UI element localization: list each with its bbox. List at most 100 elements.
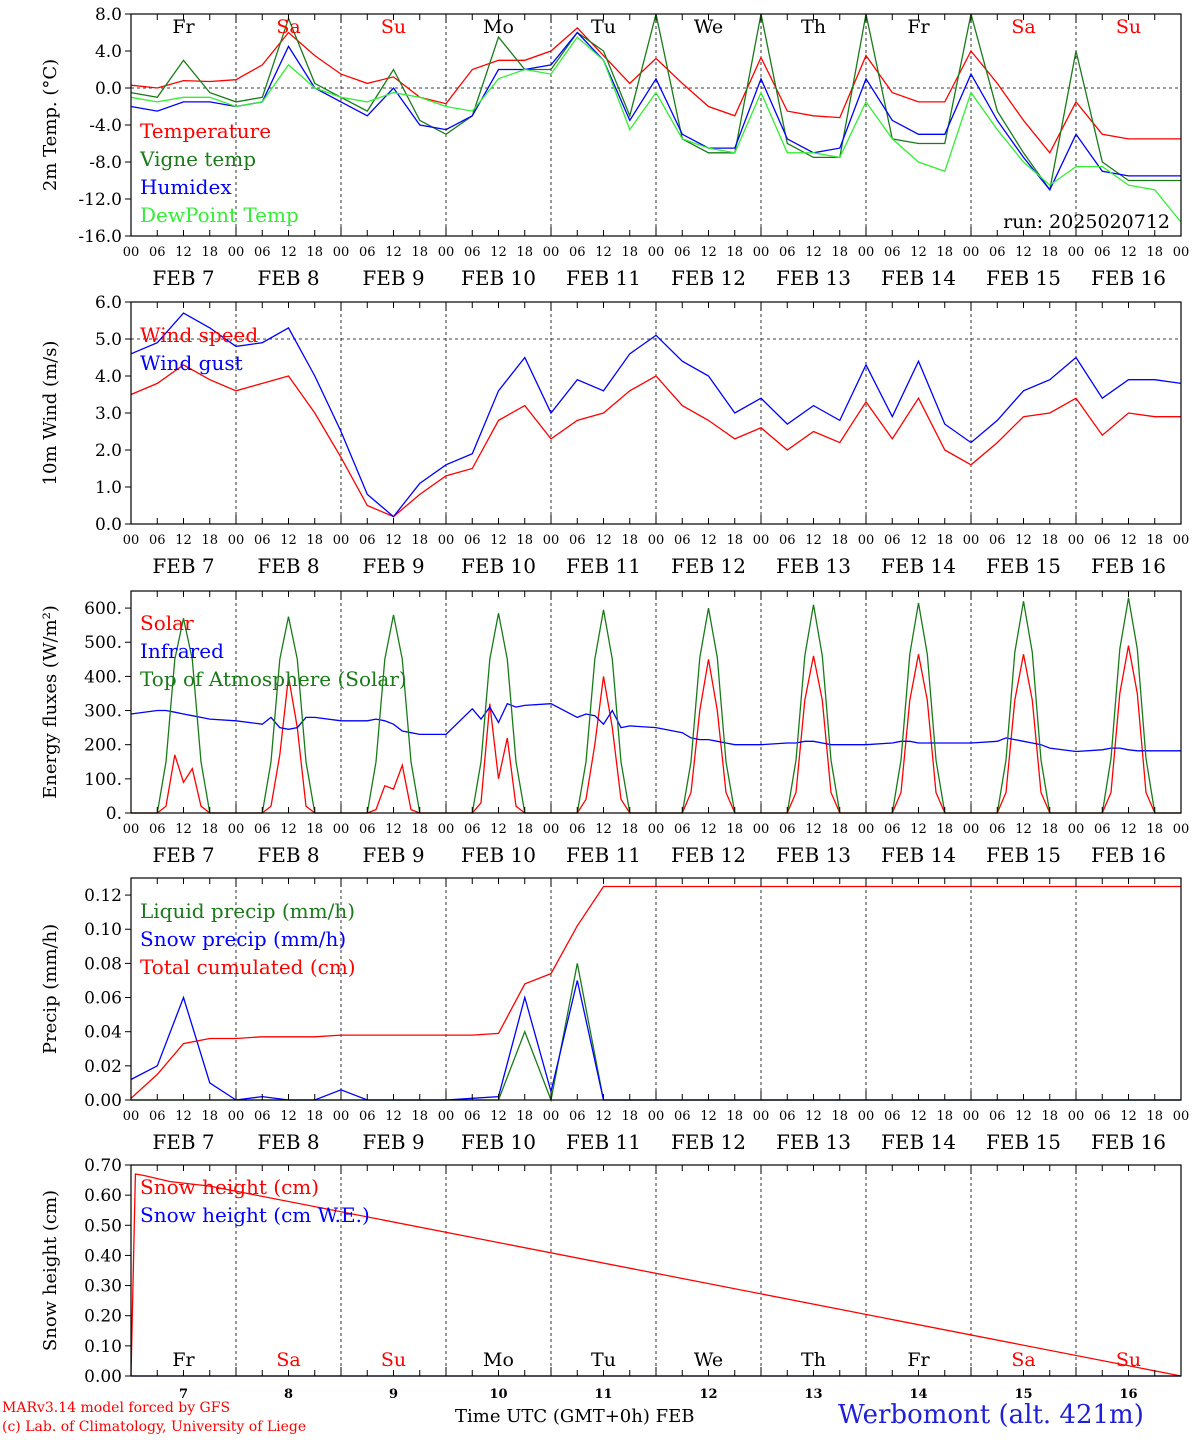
y-tick-label: -4.0	[89, 116, 122, 136]
series-line-2	[130, 702, 1181, 753]
hour-tick-label: 18	[1041, 245, 1058, 260]
hour-tick-label: 12	[700, 533, 717, 548]
date-label: FEB 12	[671, 843, 746, 867]
weekday-label: Fr	[172, 1349, 195, 1371]
hour-tick-label: 00	[963, 533, 980, 548]
hour-tick-label: 12	[910, 245, 927, 260]
panel-2: 6.0 5.0 4.0 3.0 2.0 1.0 0.0 10m Wind (m/s) Wind …	[40, 293, 1189, 578]
hour-tick-label: 18	[1146, 1109, 1163, 1124]
hour-tick-label: 12	[280, 245, 297, 260]
legend-entry: Temperature	[140, 119, 271, 143]
hour-tick-label: 06	[254, 1109, 271, 1124]
hour-tick-label: 06	[1094, 1109, 1111, 1124]
hour-tick-label: 18	[516, 1109, 533, 1124]
hour-tick-label: 00	[1173, 533, 1190, 548]
y-tick-label: 0.20	[84, 1307, 122, 1327]
weekday-label: Su	[381, 16, 406, 38]
hour-tick-label: 00	[1068, 245, 1085, 260]
hour-tick-label: 18	[411, 1109, 428, 1124]
day-number-label: 9	[389, 1387, 398, 1400]
date-label: FEB 11	[566, 554, 641, 578]
y-tick-label: 0.00	[84, 1367, 122, 1387]
hour-tick-label: 12	[805, 822, 822, 837]
date-label: FEB 16	[1091, 554, 1166, 578]
date-label: FEB 8	[257, 266, 319, 290]
hour-tick-label: 00	[1068, 533, 1085, 548]
hour-tick-label: 06	[779, 822, 796, 837]
hour-tick-label: 06	[989, 533, 1006, 548]
date-label: FEB 11	[566, 1130, 641, 1154]
y-tick-label: 4.0	[95, 42, 122, 62]
hour-tick-label: 00	[858, 1109, 875, 1124]
hour-tick-label: 06	[989, 1109, 1006, 1124]
hour-tick-label: 00	[1173, 822, 1190, 837]
y-tick-label: 600.	[84, 599, 122, 619]
weekday-label: Su	[381, 1349, 406, 1371]
y-tick-label: 0.60	[84, 1186, 122, 1206]
hour-tick-label: 12	[700, 1109, 717, 1124]
day-number-label: 14	[909, 1387, 927, 1400]
date-label: FEB 12	[671, 266, 746, 290]
hour-tick-label: 00	[228, 245, 245, 260]
hour-tick-label: 18	[306, 1109, 323, 1124]
y-tick-label: -16.0	[78, 227, 122, 247]
weekday-label: Mo	[483, 1349, 514, 1371]
hour-tick-label: 12	[175, 245, 192, 260]
y-tick-label: 6.0	[95, 293, 122, 313]
model-credit-line: MARv3.14 model forced by GFS	[2, 1400, 231, 1416]
hour-tick-label: 18	[621, 245, 638, 260]
series-line-1	[130, 1173, 1182, 1377]
legend-entry: Total cumulated (cm)	[140, 955, 356, 979]
date-label: FEB 13	[776, 843, 851, 867]
hour-tick-label: 00	[333, 245, 350, 260]
hour-tick-label: 18	[726, 1109, 743, 1124]
date-label: FEB 7	[152, 1130, 214, 1154]
y-tick-label: 0.0	[95, 515, 122, 535]
date-label: FEB 8	[257, 1130, 319, 1154]
date-label: FEB 16	[1091, 266, 1166, 290]
date-label: FEB 14	[881, 843, 956, 867]
hour-tick-label: 06	[359, 822, 376, 837]
hour-tick-label: 06	[884, 1109, 901, 1124]
y-tick-label: 0.70	[84, 1156, 122, 1176]
hour-tick-label: 00	[438, 533, 455, 548]
hour-tick-label: 06	[569, 1109, 586, 1124]
hour-tick-label: 00	[753, 1109, 770, 1124]
hour-tick-label: 12	[175, 1109, 192, 1124]
legend-entry: Vigne temp	[139, 147, 256, 171]
hour-tick-label: 06	[674, 533, 691, 548]
hour-tick-label: 00	[438, 822, 455, 837]
hour-tick-label: 00	[1068, 1109, 1085, 1124]
y-tick-label: 0.04	[84, 1023, 122, 1043]
hour-tick-label: 12	[595, 533, 612, 548]
hour-tick-label: 18	[1041, 1109, 1058, 1124]
hour-tick-label: 12	[1120, 533, 1137, 548]
hour-tick-label: 06	[1094, 245, 1111, 260]
weekday-label: Sa	[1011, 1349, 1035, 1371]
date-label: FEB 7	[152, 843, 214, 867]
hour-tick-label: 18	[831, 822, 848, 837]
y-tick-label: 400.	[84, 667, 122, 687]
hour-tick-label: 18	[621, 533, 638, 548]
hour-tick-label: 06	[1094, 822, 1111, 837]
date-label: FEB 15	[986, 554, 1061, 578]
y-tick-label: 3.0	[95, 404, 122, 424]
hour-tick-label: 06	[359, 245, 376, 260]
y-axis-label: Snow height (cm)	[40, 1190, 61, 1351]
hour-tick-label: 18	[936, 245, 953, 260]
hour-tick-label: 12	[700, 822, 717, 837]
legend-entry: Liquid precip (mm/h)	[140, 899, 355, 923]
hour-tick-label: 00	[228, 1109, 245, 1124]
hour-tick-label: 00	[648, 245, 665, 260]
hour-tick-label: 12	[1015, 533, 1032, 548]
y-tick-label: 0.08	[84, 954, 122, 974]
hour-tick-label: 18	[621, 822, 638, 837]
hour-tick-label: 18	[726, 822, 743, 837]
weekday-label: We	[694, 1349, 723, 1371]
date-label: FEB 16	[1091, 843, 1166, 867]
hour-tick-label: 06	[779, 245, 796, 260]
legend-entry: Solar	[140, 611, 194, 635]
hour-tick-label: 00	[1173, 1109, 1190, 1124]
station-name: Werbomont (alt. 421m)	[838, 1400, 1144, 1430]
date-label: FEB 13	[776, 1130, 851, 1154]
